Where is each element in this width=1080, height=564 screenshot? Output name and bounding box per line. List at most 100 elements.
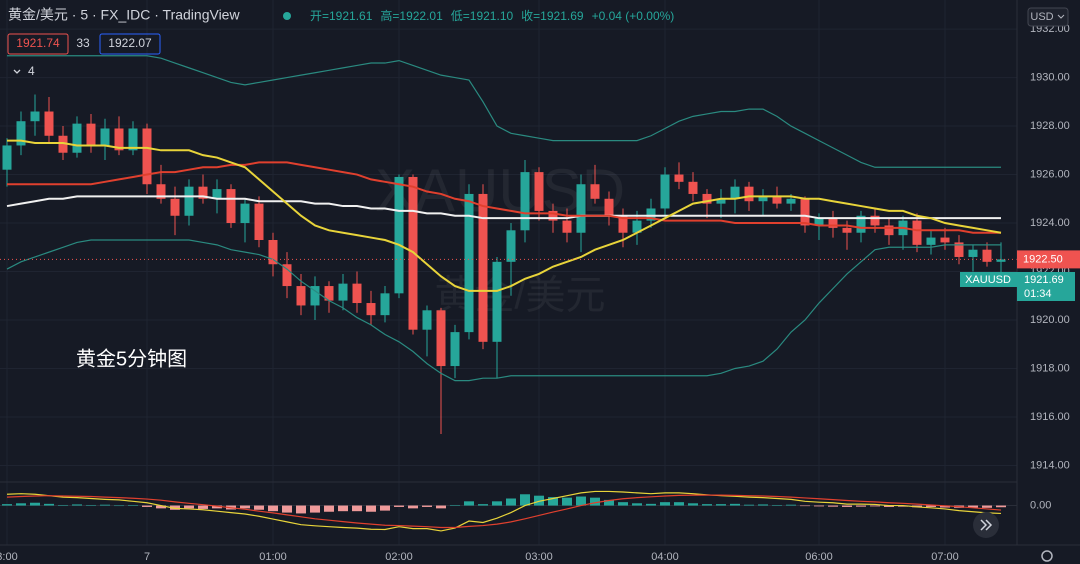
candle-body: [772, 196, 782, 204]
macd-histogram-bar: [282, 505, 292, 513]
macd-histogram-bar: [380, 505, 390, 511]
macd-histogram-bar: [450, 504, 460, 506]
macd-histogram-bar: [646, 503, 656, 506]
macd-histogram-bar: [814, 505, 824, 507]
candle-body: [534, 172, 544, 211]
macd-histogram-bar: [632, 503, 642, 506]
macd-histogram-bar: [464, 501, 474, 506]
candle-body: [716, 198, 726, 204]
indicator-count[interactable]: 4: [28, 64, 35, 78]
overlay-line: [7, 139, 1002, 292]
candle-body: [478, 193, 488, 342]
candle-body: [492, 261, 502, 342]
candle-body: [394, 176, 404, 294]
macd-histogram-bar: [296, 505, 306, 514]
macd-histogram-bar: [128, 504, 138, 506]
ohlc-value: +0.04 (+0.00%): [592, 9, 675, 23]
candle-body: [674, 174, 684, 182]
macd-histogram-bar: [58, 504, 68, 506]
candle-body: [940, 237, 950, 243]
ask-box[interactable]: [99, 33, 161, 55]
candle-body: [156, 184, 166, 199]
settings-icon[interactable]: [1041, 550, 1053, 562]
macd-histogram-bar: [730, 503, 740, 506]
macd-histogram-bar: [324, 505, 334, 512]
macd-histogram-bar: [268, 505, 278, 512]
macd-histogram-bar: [996, 505, 1006, 508]
candle-body: [464, 193, 474, 333]
macd-histogram-bar: [478, 504, 488, 506]
spread: 33: [76, 36, 90, 50]
macd-histogram-bar: [100, 504, 110, 506]
overlay-line: [6, 239, 1001, 382]
candle-body: [730, 186, 740, 199]
candle-body: [702, 193, 712, 204]
candle-body: [16, 121, 26, 146]
candle-body: [548, 210, 558, 221]
macd-histogram-bar: [688, 503, 698, 506]
macd-histogram-bar: [562, 497, 572, 506]
macd-histogram-bar: [926, 505, 936, 507]
collapse-icon[interactable]: [13, 69, 21, 74]
macd-histogram-bar: [870, 505, 880, 507]
bid-price: 1921.74: [16, 36, 60, 50]
macd-histogram-bar: [142, 505, 152, 507]
y-tick-label: 1916.00: [1030, 411, 1070, 423]
scroll-icon: [980, 519, 993, 531]
candle-body: [58, 135, 68, 153]
macd-histogram-bar: [436, 505, 446, 509]
symbol-tag-box: [960, 272, 1017, 287]
last-price-label: 1922.50: [1023, 253, 1063, 265]
candle-body: [842, 227, 852, 233]
candle-body: [996, 259, 1006, 262]
overlay-line: [7, 161, 1001, 234]
macd-histogram-bar: [856, 505, 866, 507]
macd-histogram-bar: [170, 505, 180, 510]
candle-body: [506, 230, 516, 262]
candle-body: [758, 196, 768, 202]
macd-histogram-bar: [2, 504, 12, 506]
macd-histogram-bar: [576, 496, 586, 506]
x-tick-label: 03:00: [525, 551, 553, 563]
macd-histogram-bar: [408, 505, 418, 509]
candle-body: [884, 225, 894, 236]
candle-body: [366, 303, 376, 316]
candle-body: [254, 203, 264, 240]
macd-histogram-bar: [968, 505, 978, 508]
macd-histogram-bar: [660, 502, 670, 506]
macd-histogram-bar: [156, 505, 166, 509]
currency-box[interactable]: [1027, 7, 1069, 27]
macd-line: [6, 494, 1002, 529]
macd-histogram-bar: [842, 505, 852, 507]
x-tick-label: 3:00: [0, 551, 18, 563]
macd-histogram-bar: [758, 504, 768, 506]
currency[interactable]: USD: [1030, 11, 1053, 23]
price-tag-box: [1017, 272, 1075, 301]
macd-histogram-bar: [800, 505, 810, 507]
candle-body: [800, 198, 810, 226]
x-tick-label: 7: [144, 551, 150, 563]
last-price-box: [1017, 250, 1080, 269]
watermark-name: 黄金/美元: [434, 274, 605, 318]
macd-histogram-bar: [506, 498, 516, 506]
macd-histogram-bar: [772, 504, 782, 506]
candle-body: [100, 128, 110, 146]
candle-body: [310, 286, 320, 306]
candle-body: [212, 189, 222, 199]
y-tick-label: 1920.00: [1030, 314, 1070, 326]
candle-body: [870, 215, 880, 226]
macd-histogram-bar: [492, 501, 502, 506]
candle-body: [170, 198, 180, 216]
candle-body: [422, 310, 432, 330]
macd-histogram-bar: [716, 504, 726, 506]
macd-histogram-bar: [828, 505, 838, 507]
candle-body: [2, 145, 12, 170]
candle-body: [856, 215, 866, 233]
macd-histogram-bar: [310, 505, 320, 513]
candle-body: [30, 111, 40, 122]
bid-box[interactable]: [7, 33, 69, 55]
macd-histogram-bar: [618, 502, 628, 506]
macd-line: [6, 490, 1002, 532]
ohlc-value: 低=1921.10: [451, 9, 514, 23]
